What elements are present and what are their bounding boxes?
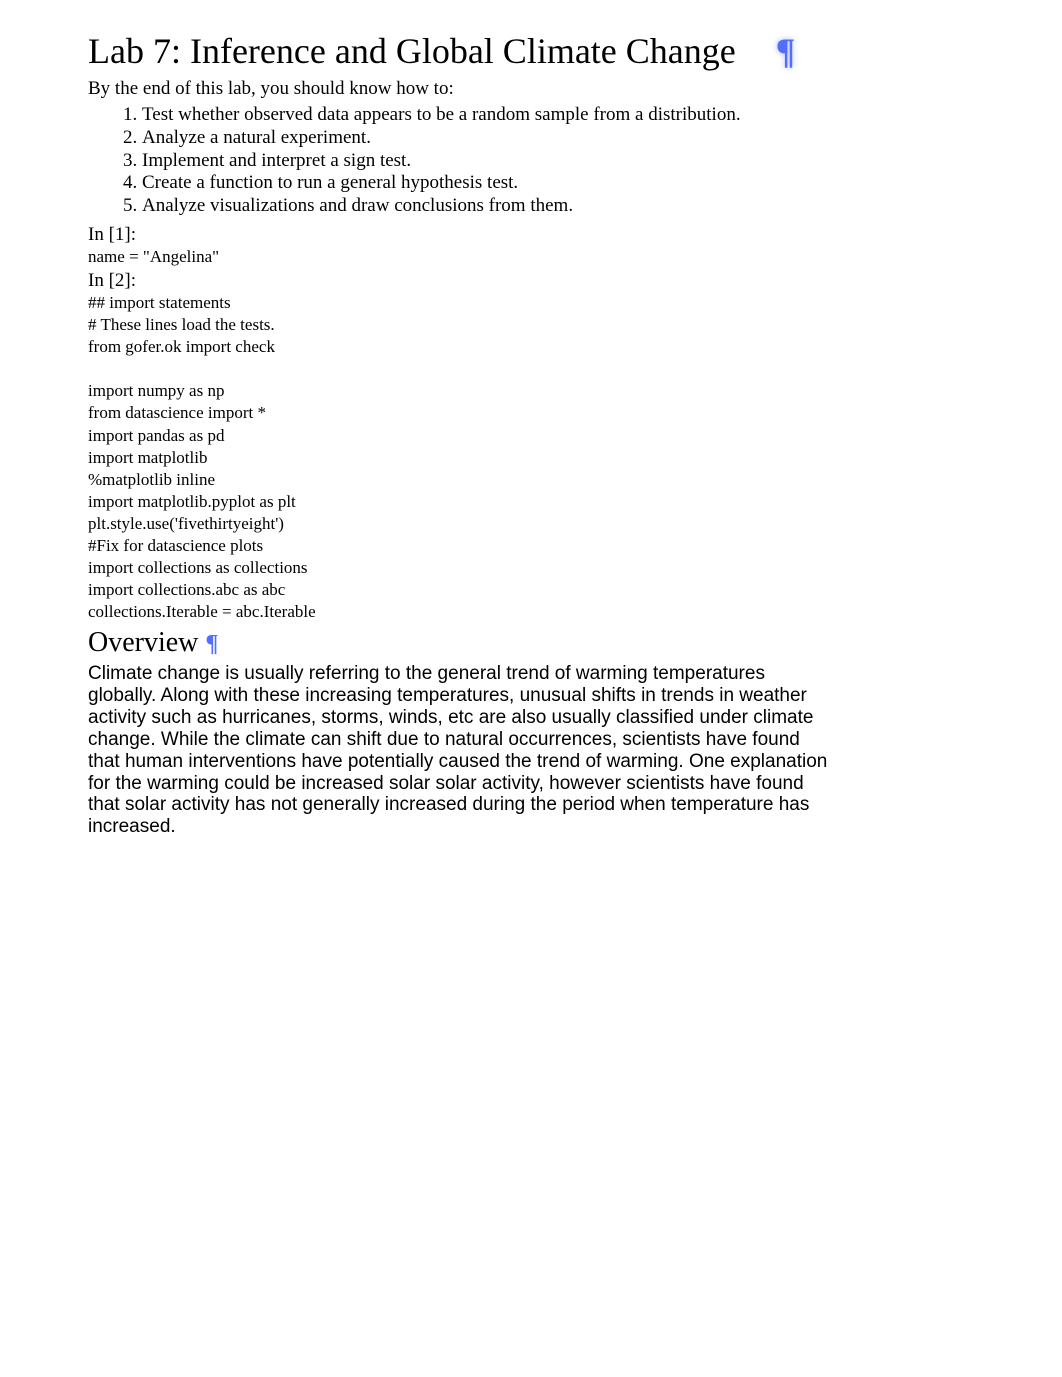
code-line: name = "Angelina" <box>88 246 832 268</box>
code-line: import matplotlib.pyplot as plt <box>88 491 832 513</box>
section-heading: Overview ¶ <box>88 627 832 659</box>
overview-paragraph: Climate change is usually referring to t… <box>88 663 832 838</box>
list-item: Create a function to run a general hypot… <box>142 172 832 195</box>
code-line: #Fix for datascience plots <box>88 535 832 557</box>
code-line: import matplotlib <box>88 447 832 469</box>
code-line: from gofer.ok import check <box>88 336 832 358</box>
cell-prompt: In [1]: <box>88 224 832 246</box>
code-line: collections.Iterable = abc.Iterable <box>88 601 832 623</box>
code-line: %matplotlib inline <box>88 469 832 491</box>
list-item: Analyze visualizations and draw conclusi… <box>142 195 832 218</box>
anchor-icon[interactable]: ¶ <box>205 631 218 657</box>
cell-prompt: In [2]: <box>88 270 832 292</box>
heading-text: Overview <box>88 627 198 658</box>
code-cell: ## import statements # These lines load … <box>88 292 832 623</box>
list-item: Test whether observed data appears to be… <box>142 104 832 127</box>
page-title: Lab 7: Inference and Global Climate Chan… <box>88 30 736 72</box>
code-line: ## import statements <box>88 292 832 314</box>
anchor-icon[interactable]: ¶ <box>776 30 795 72</box>
list-item: Analyze a natural experiment. <box>142 127 832 150</box>
list-item: Implement and interpret a sign test. <box>142 150 832 173</box>
code-line: import collections.abc as abc <box>88 579 832 601</box>
code-line: from datascience import * <box>88 402 832 424</box>
code-line: # These lines load the tests. <box>88 314 832 336</box>
intro-text: By the end of this lab, you should know … <box>88 78 832 100</box>
code-cell: name = "Angelina" <box>88 246 832 268</box>
objectives-list: Test whether observed data appears to be… <box>88 104 832 218</box>
code-line: import collections as collections <box>88 557 832 579</box>
code-line: import pandas as pd <box>88 425 832 447</box>
code-line <box>88 358 832 380</box>
code-line: plt.style.use('fivethirtyeight') <box>88 513 832 535</box>
code-line: import numpy as np <box>88 380 832 402</box>
